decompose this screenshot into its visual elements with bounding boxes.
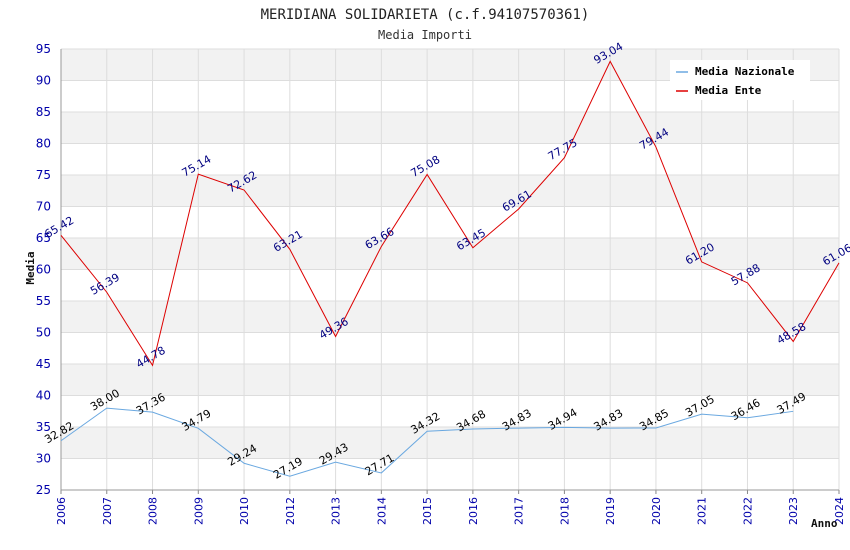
x-tick-label: 2007 — [101, 497, 114, 525]
y-tick-label: 80 — [36, 137, 51, 151]
x-tick-label: 2024 — [833, 497, 846, 525]
grid-band — [61, 364, 839, 396]
legend: Media Nazionale Media Ente — [670, 60, 810, 100]
x-axis-title: Anno — [811, 517, 838, 530]
y-tick-label: 65 — [36, 231, 51, 245]
y-tick-label: 30 — [36, 452, 51, 466]
x-tick-label: 2012 — [284, 497, 297, 525]
x-tick-label: 2018 — [558, 497, 571, 525]
y-tick-label: 25 — [36, 483, 51, 497]
x-axis-ticks: 2006 2007 2008 2009 2010 2012 2013 2014 2015 2016… — [55, 497, 846, 525]
y-tick-label: 85 — [36, 105, 51, 119]
series-line-media-nazionale — [60, 407, 794, 477]
x-tick-label: 2014 — [375, 497, 388, 525]
y-tick-label: 70 — [36, 200, 51, 214]
x-tick-label: 2008 — [147, 497, 160, 525]
grid-band — [61, 112, 839, 144]
series-line-media-ente — [60, 60, 840, 367]
y-axis-title: Media — [24, 251, 37, 284]
x-tick-label: 2022 — [741, 497, 754, 525]
x-tick-label: 2006 — [55, 497, 68, 525]
y-axis-ticks: 25 30 35 40 45 50 55 60 65 70 75 80 85 90 95 — [36, 42, 51, 497]
x-tick-label: 2020 — [650, 497, 663, 525]
y-tick-label: 60 — [36, 263, 51, 277]
y-tick-label: 90 — [36, 74, 51, 88]
y-tick-label: 75 — [36, 168, 51, 182]
y-tick-label: 45 — [36, 357, 51, 371]
chart-subtitle: Media Importi — [378, 28, 472, 42]
grid-band — [61, 427, 839, 459]
axes — [60, 49, 840, 494]
y-tick-label: 95 — [36, 42, 51, 56]
x-tick-label: 2017 — [513, 497, 526, 525]
y-tick-label: 40 — [36, 389, 51, 403]
legend-box — [670, 60, 810, 100]
legend-label-media-nazionale: Media Nazionale — [695, 65, 795, 78]
x-tick-label: 2021 — [696, 497, 709, 525]
y-tick-label: 50 — [36, 326, 51, 340]
x-tick-label: 2023 — [787, 497, 800, 525]
x-tick-label: 2010 — [238, 497, 251, 525]
grid-band — [61, 301, 839, 333]
x-tick-label: 2015 — [421, 497, 434, 525]
y-tick-label: 55 — [36, 294, 51, 308]
y-tick-label: 35 — [36, 420, 51, 434]
x-tick-label: 2013 — [330, 497, 343, 525]
grid-band — [61, 238, 839, 270]
grid-band — [61, 175, 839, 207]
x-tick-label: 2009 — [192, 497, 205, 525]
legend-label-media-ente: Media Ente — [695, 84, 762, 97]
series-lines — [60, 60, 840, 477]
chart-title: MERIDIANA SOLIDARIETA (c.f.94107570361) — [261, 7, 590, 23]
x-tick-label: 2016 — [467, 497, 480, 525]
x-tick-label: 2019 — [604, 497, 617, 525]
